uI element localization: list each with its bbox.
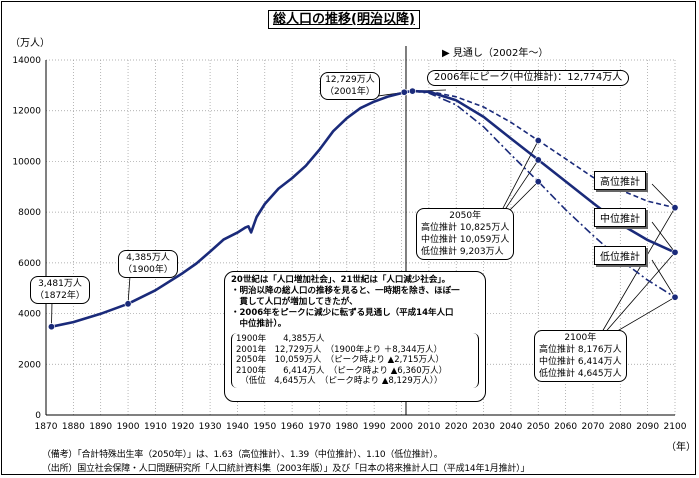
leader-2100-high [601, 207, 676, 333]
y-tick-label: 10000 [12, 157, 41, 167]
x-tick-label: 1990 [363, 422, 386, 432]
callout-2100: 2100年 高位推計 8,176万人 中位推計 6,414万人 低位推計 4,6… [534, 330, 627, 382]
y-axis-label: （万人） [10, 38, 50, 49]
summary-box: 20世紀は「人口増加社会」、21世紀は「人口減少社会」。 ・明治以降の総人口の推… [224, 271, 486, 402]
chart-title: 総人口の推移(明治以降) [268, 10, 420, 29]
legend-high: 高位推計 [594, 171, 646, 190]
data-point [47, 323, 55, 331]
leader-2050-high [501, 140, 539, 211]
data-point [534, 156, 542, 164]
x-tick-label: 1880 [62, 422, 85, 432]
data-point [400, 88, 408, 96]
leader-2100-medium [601, 252, 676, 337]
data-point [408, 87, 416, 95]
data-point [534, 137, 542, 145]
leader-legend-medium [651, 221, 676, 253]
callout-2001: 12,729万人 （2001年） [320, 72, 380, 100]
y-tick-label: 0 [35, 411, 41, 421]
y-tick-label: 4000 [18, 310, 41, 320]
x-tick-label: 2030 [472, 422, 495, 432]
x-tick-label: 1970 [308, 422, 331, 432]
callout-2050: 2050年 高位推計 10,825万人 中位推計 10,059万人 低位推計 9… [416, 208, 515, 260]
series-line-low [412, 90, 676, 298]
leader-1900 [127, 275, 131, 304]
x-tick-label: 2080 [609, 422, 632, 432]
x-tick-label: 2010 [417, 422, 440, 432]
series-line-high [412, 90, 676, 209]
legend-medium: 中位推計 [594, 208, 646, 227]
data-point [671, 248, 679, 256]
x-tick-label: 1960 [281, 422, 304, 432]
x-tick-label: 2000 [390, 422, 413, 432]
data-point [671, 293, 679, 301]
footnote-remarks: （備考）「合計特殊出生率（2050年）」は、1.63（高位推計）、1.39（中位… [42, 450, 443, 460]
x-tick-label: 1890 [89, 422, 112, 432]
y-tick-label: 14000 [12, 56, 41, 66]
leader-legend-high [651, 183, 676, 208]
y-tick-label: 2000 [18, 360, 41, 370]
data-point [671, 204, 679, 212]
series-line-actual [51, 89, 413, 328]
x-tick-label: 1940 [226, 422, 249, 432]
x-tick-label: 2040 [499, 422, 522, 432]
y-tick-label: 8000 [18, 208, 41, 218]
projection-label: ▶ 見通し（2002年～） [442, 48, 549, 59]
x-axis-label: （年） [666, 442, 696, 453]
x-tick-label: 2050 [527, 422, 550, 432]
x-tick-label: 1870 [35, 422, 58, 432]
x-tick-label: 1950 [253, 422, 276, 432]
data-point [124, 300, 132, 308]
x-tick-label: 1910 [144, 422, 167, 432]
tick-labels: 1870 1880 1890 1900 1910 1920 1930 1940 1950 1960… [12, 56, 686, 432]
x-tick-label: 2020 [445, 422, 468, 432]
x-tick-label: 2100 [664, 422, 687, 432]
callout-1900: 4,385万人 （1900年） [118, 250, 178, 278]
y-tick-label: 12000 [12, 107, 41, 117]
x-tick-label: 1900 [117, 422, 140, 432]
legend-low: 低位推計 [594, 246, 646, 265]
y-tick-label: 6000 [18, 259, 41, 269]
leader-2050-medium [501, 159, 539, 215]
footnote-source: （出所）国立社会保障・人口問題研究所「人口統計資料集（2003年版）」及び「日本… [42, 464, 530, 474]
x-tick-label: 1980 [335, 422, 358, 432]
peak-callout: 2006年にピーク(中位推計)：12,774万人 [427, 70, 630, 86]
x-tick-label: 1920 [171, 422, 194, 432]
x-tick-label: 2060 [554, 422, 577, 432]
data-markers [47, 87, 679, 331]
stats-box: 1900年 4,385万人 2001年 12,729万人 （1900年より ＋8… [231, 333, 479, 388]
x-tick-label: 2090 [636, 422, 659, 432]
leader-1872 [51, 301, 53, 327]
leader-legend-low [651, 259, 676, 298]
x-tick-label: 1930 [199, 422, 222, 432]
data-point [534, 178, 542, 186]
x-tick-label: 2070 [582, 422, 605, 432]
callout-1872: 3,481万人 （1872年） [30, 276, 90, 304]
